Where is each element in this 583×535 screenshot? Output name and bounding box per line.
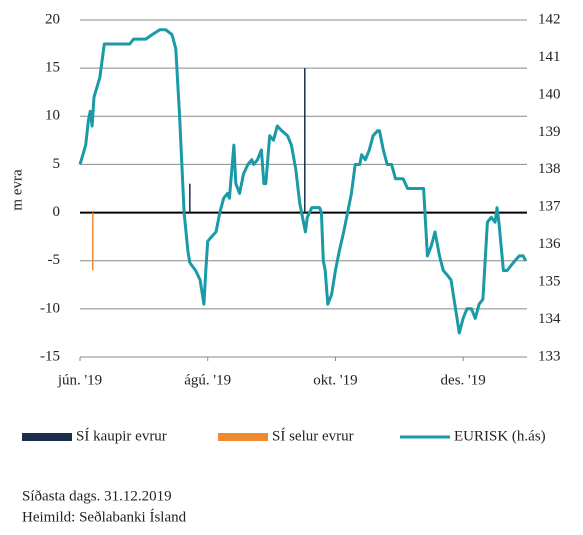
bar <box>304 68 306 213</box>
bar <box>92 212 94 271</box>
y-tick-label: 5 <box>53 156 61 172</box>
y2-tick-label: 139 <box>538 124 561 140</box>
y2-tick-label: 136 <box>538 236 561 252</box>
y-tick-label: -15 <box>40 348 60 364</box>
y-tick-label: 15 <box>45 60 60 76</box>
x-tick-label: okt. '19 <box>313 372 357 388</box>
y2-tick-label: 135 <box>538 274 561 290</box>
bar <box>189 183 191 213</box>
y-tick-label: -10 <box>40 300 60 316</box>
legend-label: EURISK (h.ás) <box>454 428 546 444</box>
y-tick-label: 10 <box>45 108 60 124</box>
y-tick-label: -5 <box>48 252 61 268</box>
x-tick-label: ágú. '19 <box>184 372 231 388</box>
legend-label: SÍ kaupir evrur <box>76 427 167 444</box>
y2-tick-label: 142 <box>538 11 561 27</box>
legend-label: SÍ selur evrur <box>272 427 354 444</box>
legend-swatch <box>218 433 268 441</box>
y2-tick-label: 141 <box>538 49 561 65</box>
footnote: Síðasta dags. 31.12.2019 <box>22 488 172 504</box>
x-tick-label: jún. '19 <box>57 372 102 388</box>
y2-tick-label: 140 <box>538 86 561 102</box>
y-tick-label: 20 <box>45 11 60 27</box>
y-axis-label: m evra <box>9 169 25 211</box>
y2-tick-label: 133 <box>538 348 561 364</box>
footnote: Heimild: Seðlabanki Ísland <box>22 508 187 525</box>
y2-tick-label: 137 <box>538 199 561 215</box>
line <box>78 28 528 335</box>
legend-swatch <box>22 433 72 441</box>
y2-tick-label: 134 <box>538 311 561 327</box>
x-tick-label: des. '19 <box>441 372 486 388</box>
y2-tick-label: 138 <box>538 161 561 177</box>
y-tick-label: 0 <box>53 204 61 220</box>
